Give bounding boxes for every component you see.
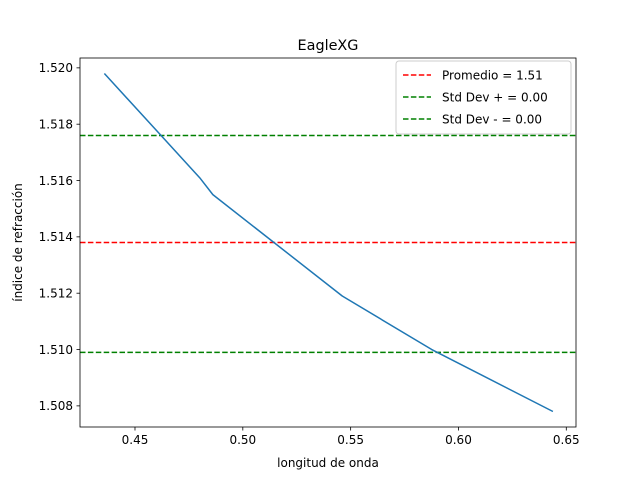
legend-label-std-minus: Std Dev - = 0.00: [442, 113, 542, 127]
legend-label-std-plus: Std Dev + = 0.00: [442, 91, 548, 105]
y-tick-label: 1.510: [39, 343, 73, 357]
y-axis: 1.508 1.510 1.512 1.514 1.516 1.518 1.520: [39, 61, 80, 413]
y-tick-label: 1.518: [39, 117, 73, 131]
x-axis: 0.45 0.50 0.55 0.60 0.65: [122, 427, 580, 447]
x-tick-label: 0.55: [337, 433, 364, 447]
x-tick-label: 0.60: [445, 433, 472, 447]
plot-area: [80, 72, 576, 413]
y-tick-label: 1.520: [39, 61, 73, 75]
chart-title: EagleXG: [298, 38, 359, 54]
x-tick-label: 0.65: [553, 433, 580, 447]
y-tick-label: 1.512: [39, 287, 73, 301]
legend-label-promedio: Promedio = 1.51: [442, 69, 543, 83]
y-tick-label: 1.516: [39, 174, 73, 188]
x-tick-label: 0.50: [229, 433, 256, 447]
x-axis-label: longitud de onda: [277, 456, 379, 470]
y-axis-label: índice de refracción: [11, 183, 25, 302]
y-tick-label: 1.514: [39, 230, 73, 244]
legend-box: [395, 60, 572, 135]
plot-frame: [79, 57, 577, 428]
x-tick-label: 0.45: [122, 433, 149, 447]
y-tick-label: 1.508: [39, 399, 73, 413]
legend: Promedio = 1.51 Std Dev + = 0.00 Std Dev…: [395, 60, 572, 135]
series-line-0: [103, 72, 554, 413]
